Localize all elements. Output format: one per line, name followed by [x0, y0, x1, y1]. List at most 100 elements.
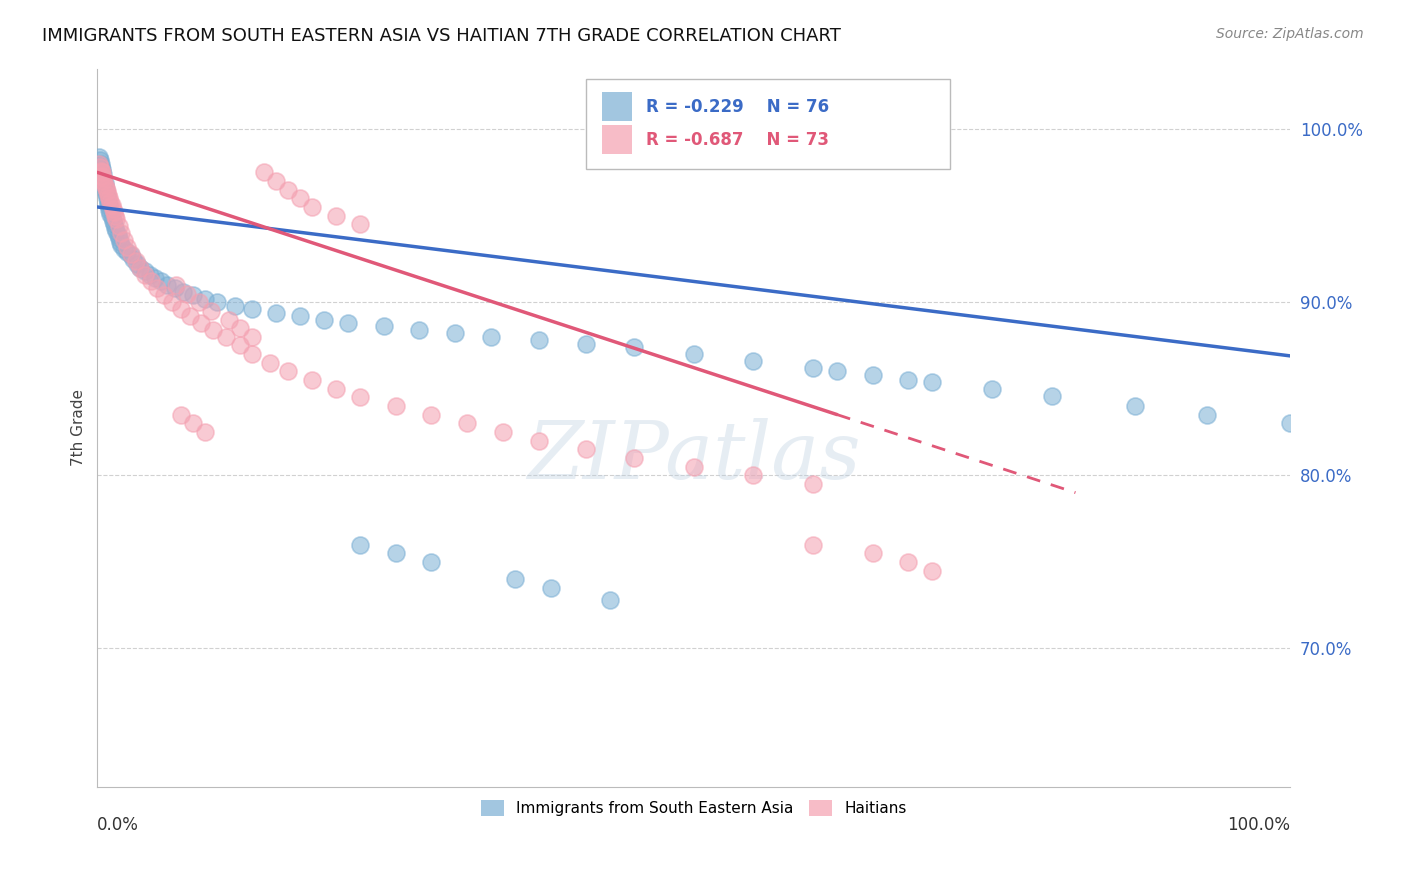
Point [93, 178, 115, 192]
Point [87, 157, 110, 171]
Point [107, 227, 129, 242]
Point [96, 187, 118, 202]
Point [91, 174, 114, 188]
Point [134, 264, 156, 278]
Text: IMMIGRANTS FROM SOUTH EASTERN ASIA VS HAITIAN 7TH GRADE CORRELATION CHART: IMMIGRANTS FROM SOUTH EASTERN ASIA VS HA… [42, 27, 841, 45]
Point [93, 179, 115, 194]
Point [897, 555, 920, 569]
Point [149, 275, 172, 289]
Point [229, 338, 252, 352]
Point [599, 593, 621, 607]
Point [349, 217, 371, 231]
Point [124, 253, 146, 268]
Point [1195, 408, 1218, 422]
Point [172, 285, 194, 299]
Point [801, 361, 824, 376]
Point [277, 364, 299, 378]
Point [1279, 417, 1302, 431]
Text: R = -0.687    N = 73: R = -0.687 N = 73 [645, 130, 830, 149]
Point [190, 316, 212, 330]
Point [91, 167, 114, 181]
Text: 0.0%: 0.0% [97, 815, 139, 834]
Text: ZIPatlas: ZIPatlas [527, 417, 860, 495]
FancyBboxPatch shape [586, 79, 950, 169]
Point [862, 546, 884, 560]
Point [420, 555, 443, 569]
Point [492, 425, 515, 439]
Point [91, 170, 114, 185]
Point [349, 538, 371, 552]
Point [825, 364, 848, 378]
Point [87, 150, 110, 164]
Point [108, 219, 131, 233]
Point [205, 295, 228, 310]
Point [110, 226, 132, 240]
Point [444, 326, 467, 341]
Point [94, 183, 117, 197]
Point [384, 399, 406, 413]
Point [105, 212, 128, 227]
Point [91, 165, 114, 179]
Point [408, 323, 430, 337]
Text: 100.0%: 100.0% [1227, 815, 1291, 834]
Point [90, 157, 112, 171]
Point [100, 198, 122, 212]
Point [1040, 389, 1063, 403]
FancyBboxPatch shape [602, 125, 631, 154]
Point [325, 382, 347, 396]
Point [420, 408, 443, 422]
Point [100, 194, 122, 209]
Point [120, 248, 142, 262]
Point [94, 181, 117, 195]
Point [575, 336, 598, 351]
Point [91, 170, 114, 185]
Point [96, 185, 118, 199]
Point [187, 295, 209, 310]
Point [89, 160, 111, 174]
Point [101, 214, 124, 228]
Legend: Immigrants from South Eastern Asia, Haitians: Immigrants from South Eastern Asia, Hait… [475, 794, 912, 822]
Point [200, 304, 222, 318]
Point [165, 277, 187, 292]
Point [112, 242, 135, 256]
Point [897, 373, 920, 387]
Point [264, 305, 287, 319]
Point [97, 187, 120, 202]
Point [288, 309, 311, 323]
Point [162, 295, 184, 310]
Point [623, 450, 645, 465]
Point [575, 442, 598, 457]
Point [742, 468, 765, 483]
Text: R = -0.229    N = 76: R = -0.229 N = 76 [645, 97, 830, 116]
Point [921, 375, 943, 389]
Point [301, 200, 323, 214]
Point [194, 425, 217, 439]
Point [153, 288, 176, 302]
Point [682, 459, 704, 474]
Point [96, 191, 118, 205]
Point [94, 186, 117, 201]
Point [456, 417, 478, 431]
Point [176, 286, 198, 301]
Point [91, 174, 114, 188]
Point [1123, 399, 1146, 413]
Point [862, 368, 884, 382]
Point [108, 231, 131, 245]
Point [170, 408, 193, 422]
Point [120, 246, 142, 260]
Point [139, 275, 162, 289]
Point [479, 330, 502, 344]
Point [93, 176, 115, 190]
Point [89, 153, 111, 168]
Point [91, 161, 114, 176]
Point [801, 538, 824, 552]
Point [91, 165, 114, 179]
Point [179, 309, 201, 323]
Point [682, 347, 704, 361]
Point [108, 235, 131, 249]
Point [98, 191, 121, 205]
Point [170, 302, 193, 317]
Point [312, 312, 335, 326]
Point [253, 165, 276, 179]
Point [101, 202, 124, 216]
